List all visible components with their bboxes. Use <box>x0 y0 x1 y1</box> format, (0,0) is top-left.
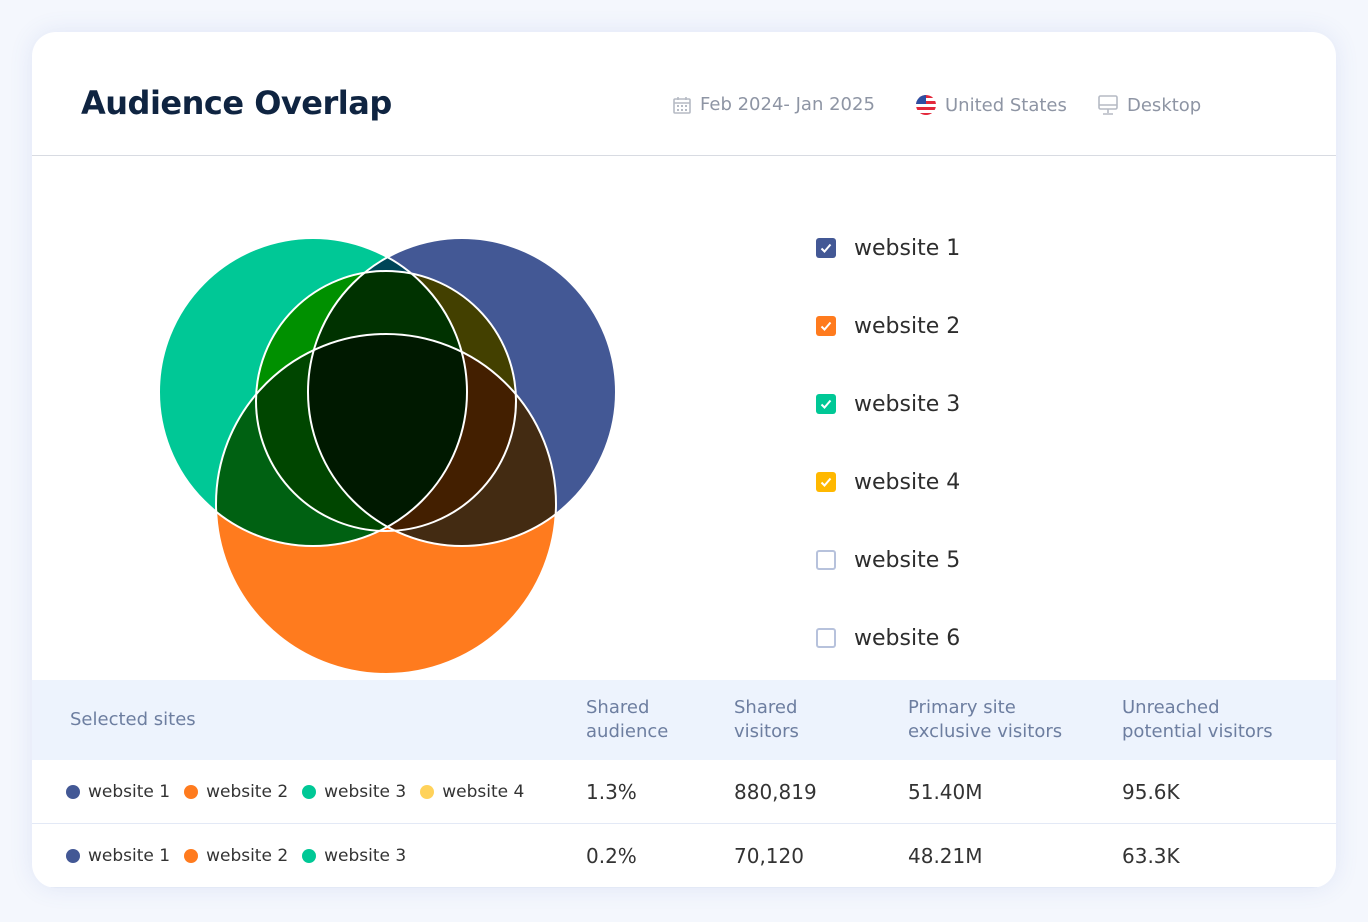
date-range-label: Feb 2024- Jan 2025 <box>700 94 875 115</box>
site-tag: website 3 <box>302 846 406 866</box>
cell-shared-audience: 0.2% <box>586 843 637 868</box>
check-icon <box>820 243 832 253</box>
cell-unreached: 63.3K <box>1122 843 1180 868</box>
check-icon <box>820 321 832 331</box>
venn-outline <box>158 237 468 547</box>
country-label: United States <box>945 94 1067 116</box>
legend-label: website 5 <box>854 547 961 573</box>
header-selected-sites: Selected sites <box>70 709 196 730</box>
site-tag: website 4 <box>420 782 524 802</box>
desktop-icon <box>1098 95 1118 115</box>
site-tag: website 1 <box>66 782 170 802</box>
legend-item[interactable]: website 2 <box>816 300 960 352</box>
date-range-filter[interactable]: Feb 2024- Jan 2025 <box>672 94 875 115</box>
card-header: Audience Overlap Feb 2024- Jan 2025 Unit… <box>32 32 1336 156</box>
selected-sites: website 1 website 2 website 3 website 4 <box>66 760 524 823</box>
check-icon <box>820 399 832 409</box>
site-color-dot <box>420 784 435 799</box>
cell-shared-visitors: 70,120 <box>734 843 804 868</box>
legend-label: website 3 <box>854 391 961 417</box>
site-name: website 1 <box>88 781 171 802</box>
page-title: Audience Overlap <box>81 84 392 122</box>
checkbox[interactable] <box>816 550 836 570</box>
site-name: website 4 <box>442 781 525 802</box>
site-tag: website 2 <box>184 846 288 866</box>
checkbox[interactable] <box>816 472 836 492</box>
device-filter[interactable]: Desktop <box>1097 94 1201 116</box>
legend-label: website 1 <box>854 235 961 261</box>
legend-item[interactable]: website 5 <box>816 534 960 586</box>
audience-overlap-card: Audience Overlap Feb 2024- Jan 2025 Unit… <box>32 32 1336 888</box>
site-color-dot <box>66 784 80 799</box>
site-name: website 3 <box>324 845 407 866</box>
check-icon <box>820 477 832 487</box>
site-color-dot <box>184 848 199 863</box>
site-color-dot <box>66 848 80 863</box>
legend-item[interactable]: website 6 <box>816 612 960 664</box>
legend-item[interactable]: website 1 <box>816 222 960 274</box>
cell-unreached: 95.6K <box>1122 779 1180 804</box>
legend: website 1 website 2 website 3 website 4 webs… <box>816 222 960 651</box>
site-name: website 2 <box>206 781 289 802</box>
site-name: website 2 <box>206 845 289 866</box>
venn-outline <box>255 270 517 532</box>
header-exclusive-visitors: Primary site exclusive visitors <box>908 697 1063 742</box>
venn-circle-website-4[interactable] <box>256 271 516 531</box>
header-shared-audience: Shared audience <box>586 697 669 742</box>
site-color-dot <box>302 784 317 799</box>
checkbox[interactable] <box>816 394 836 414</box>
calendar-icon <box>673 96 691 114</box>
legend-label: website 6 <box>854 625 961 651</box>
checkbox[interactable] <box>816 316 836 336</box>
header-unreached-visitors: Unreached potential visitors <box>1122 697 1273 742</box>
table-row[interactable]: website 1 website 2 website 3 website 4 1.3%… <box>32 760 1336 824</box>
site-tag: website 2 <box>184 782 288 802</box>
country-filter[interactable]: United States <box>915 94 1067 116</box>
venn-outline <box>215 333 557 675</box>
venn-diagram <box>158 237 617 675</box>
cell-exclusive: 48.21M <box>908 843 983 868</box>
site-tag: website 1 <box>66 846 170 866</box>
cell-exclusive: 51.40M <box>908 779 983 804</box>
cell-shared-visitors: 880,819 <box>734 779 817 804</box>
venn-outline <box>307 237 617 547</box>
device-label: Desktop <box>1127 94 1202 116</box>
legend-item[interactable]: website 3 <box>816 378 960 430</box>
header-shared-visitors: Shared visitors <box>734 697 799 742</box>
legend-label: website 4 <box>854 469 961 495</box>
site-color-dot <box>184 784 199 799</box>
us-flag-icon <box>916 95 936 115</box>
site-name: website 3 <box>324 781 407 802</box>
checkbox[interactable] <box>816 238 836 258</box>
cell-shared-audience: 1.3% <box>586 779 637 804</box>
checkbox[interactable] <box>816 628 836 648</box>
table-row[interactable]: website 1 website 2 website 3 0.2% 70,120 48.… <box>32 824 1336 888</box>
selected-sites: website 1 website 2 website 3 <box>66 824 406 887</box>
legend-label: website 2 <box>854 313 961 339</box>
site-tag: website 3 <box>302 782 406 802</box>
site-color-dot <box>302 848 317 863</box>
legend-item[interactable]: website 4 <box>816 456 960 508</box>
site-name: website 1 <box>88 845 171 866</box>
table-header: Selected sites Shared audience Shared vi… <box>32 680 1336 760</box>
